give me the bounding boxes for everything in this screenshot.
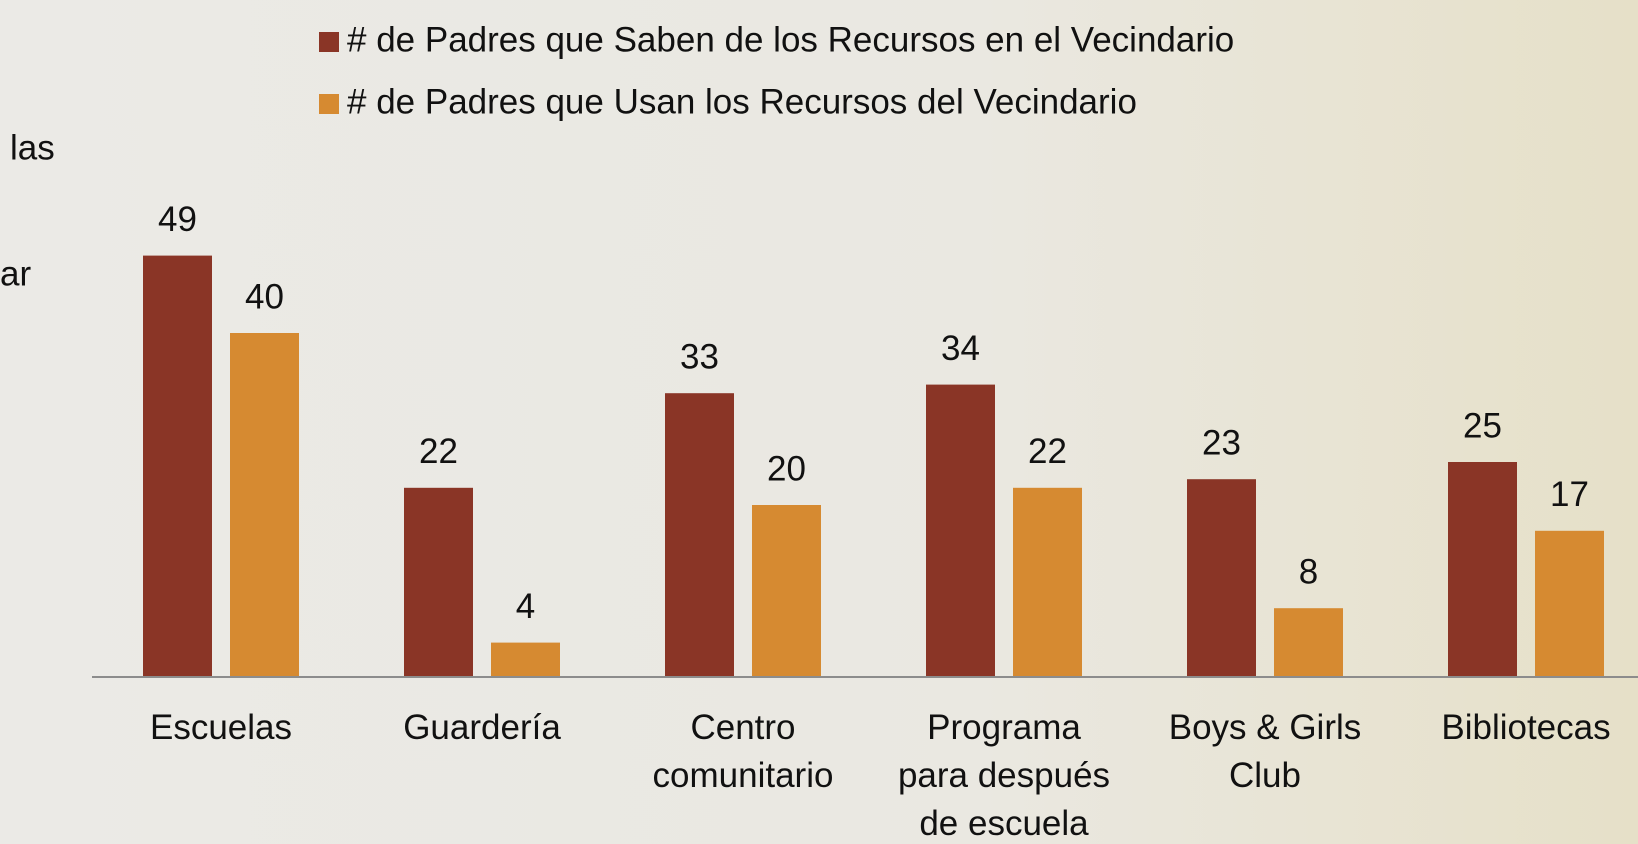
value-label: 22 [1028,432,1067,471]
bar [230,333,299,677]
value-label: 33 [680,337,719,376]
x-tick-label: Programa para después de escuela [898,708,1110,843]
side-text: ar [0,254,31,293]
bar [404,487,473,677]
x-tick-label: Escuelas [150,708,292,747]
value-label: 40 [245,277,284,316]
value-label: 20 [767,449,806,488]
bar [1535,530,1604,677]
value-label: 17 [1550,475,1589,514]
bar [752,505,821,677]
value-label: 34 [941,329,980,368]
value-label: 25 [1463,406,1502,445]
bar [1013,487,1082,677]
value-label: 23 [1202,423,1241,462]
bar [665,393,734,677]
bar [1448,462,1517,677]
x-tick-label: Boys & Girls Club [1169,708,1362,795]
bar [926,384,995,677]
value-label: 22 [419,432,458,471]
bar [1274,608,1343,677]
x-tick-label: Guardería [403,708,561,747]
value-label: 8 [1299,552,1318,591]
bar [143,255,212,677]
legend-swatch [319,94,339,114]
legend-swatch [319,32,339,52]
bar [491,642,560,677]
value-label: 49 [158,200,197,239]
x-tick-label: Centro comunitario [653,708,834,795]
side-text: las [10,128,55,167]
value-label: 4 [516,587,535,626]
x-tick-label: Bibliotecas [1441,708,1610,747]
bar [1187,479,1256,677]
legend-label: # de Padres que Saben de los Recursos en… [347,20,1234,59]
legend-label: # de Padres que Usan los Recursos del Ve… [347,82,1137,121]
